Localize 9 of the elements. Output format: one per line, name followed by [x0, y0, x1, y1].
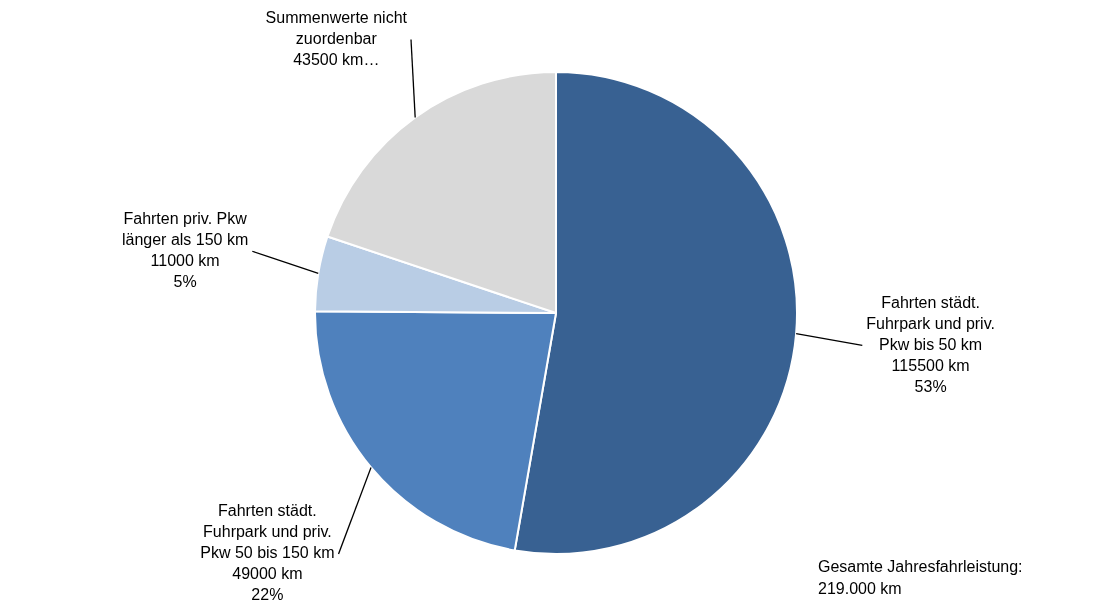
data-label: 11000 km 5% [150, 252, 220, 291]
data-label: 49000 km 22% [232, 565, 303, 604]
data-label: 43500 km… [293, 50, 380, 68]
slice-label: Summenwerte nicht zuordenbar [265, 8, 408, 47]
data-label: 115500 km 53% [891, 356, 970, 395]
slice-label: Fahrten städt. Fuhrpark und priv. Pkw 50 bis 150 km [200, 502, 335, 562]
slice-label: Fahrten priv. Pkw länger als 150 km [121, 210, 249, 249]
slice-label: Fahrten städt. Fuhrpark und priv. Pkw bis 50 km [866, 293, 995, 353]
text: Gesamte Jahresfahrleistung: 219.000 km [818, 558, 1023, 598]
